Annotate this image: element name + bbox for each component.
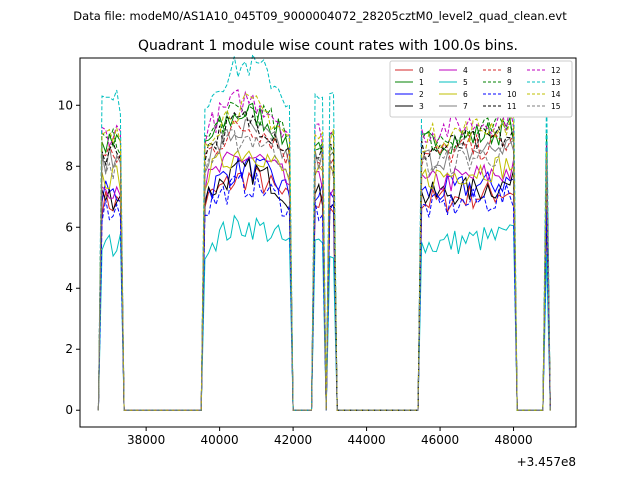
x-tick-label: 46000 [421,433,459,447]
series-line-9 [97,101,551,411]
x-tick-label: 40000 [201,433,239,447]
x-tick-label: 44000 [347,433,385,447]
x-offset-label: +3.457e8 [517,455,576,469]
legend-label-0: 0 [419,66,424,75]
legend-label-4: 4 [463,66,468,75]
legend-label-3: 3 [419,102,424,111]
x-tick-label: 42000 [274,433,312,447]
legend-label-14: 14 [551,90,561,99]
plot-area [97,52,551,411]
legend-label-6: 6 [463,90,468,99]
legend-box [389,60,573,118]
legend-label-12: 12 [551,66,561,75]
y-tick-label: 8 [65,159,73,173]
legend-label-5: 5 [463,78,468,87]
x-tick-label: 48000 [494,433,532,447]
series-line-14 [97,92,551,411]
legend-label-15: 15 [551,102,561,111]
y-tick-label: 2 [65,342,73,356]
legend-label-13: 13 [551,78,561,87]
legend-label-8: 8 [507,66,512,75]
series-line-11 [97,109,551,411]
legend-label-9: 9 [507,78,512,87]
legend-label-10: 10 [507,90,517,99]
chart-title: Quadrant 1 module wise count rates with … [138,38,518,54]
legend-label-1: 1 [419,78,424,87]
y-tick-label: 4 [65,281,73,295]
series-line-15 [97,129,551,411]
y-tick-label: 0 [65,403,73,417]
legend-label-7: 7 [463,102,468,111]
figure-suptitle: Data file: modeM0/AS1A10_045T09_90000040… [73,9,567,23]
legend-label-11: 11 [507,102,517,111]
x-tick-label: 38000 [127,433,165,447]
legend-label-2: 2 [419,90,424,99]
y-tick-label: 10 [58,98,73,112]
axes-frame [79,57,577,428]
y-tick-label: 6 [65,220,73,234]
